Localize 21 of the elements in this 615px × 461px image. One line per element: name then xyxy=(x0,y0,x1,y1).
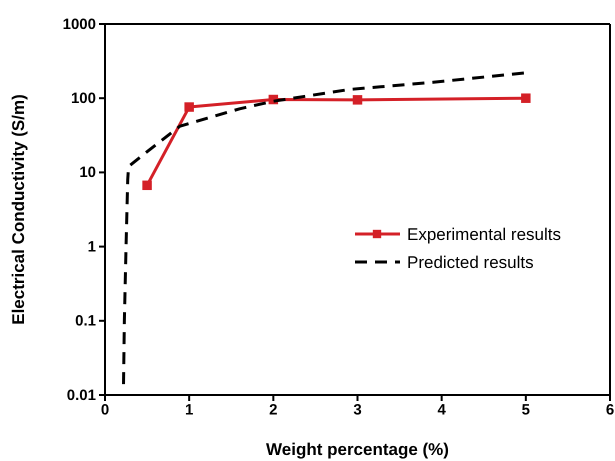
x-axis-title: Weight percentage (%) xyxy=(266,440,449,459)
legend-label: Predicted results xyxy=(407,253,534,272)
y-tick-label: 1000 xyxy=(62,16,96,33)
point xyxy=(521,93,531,103)
y-tick-label: 0.1 xyxy=(75,312,96,330)
x-tick-label: 6 xyxy=(606,402,614,419)
y-tick-label: 0.01 xyxy=(66,386,96,404)
y-tick-label: 100 xyxy=(70,90,96,107)
x-tick-label: 5 xyxy=(522,402,530,419)
x-tick-label: 0 xyxy=(100,402,110,419)
y-axis-title: Electrical Conductivity (S/m) xyxy=(9,94,28,325)
x-tick-label: 3 xyxy=(353,402,362,419)
point xyxy=(184,102,194,112)
y-tick-label: 1 xyxy=(88,238,96,256)
y-tick-label: 10 xyxy=(79,164,96,182)
point xyxy=(352,95,362,105)
point xyxy=(142,180,152,190)
legend-label: Experimental results xyxy=(407,225,562,244)
x-tick-label: 2 xyxy=(269,402,278,419)
x-tick-label: 4 xyxy=(437,402,446,419)
x-tick-label: 1 xyxy=(184,402,194,419)
